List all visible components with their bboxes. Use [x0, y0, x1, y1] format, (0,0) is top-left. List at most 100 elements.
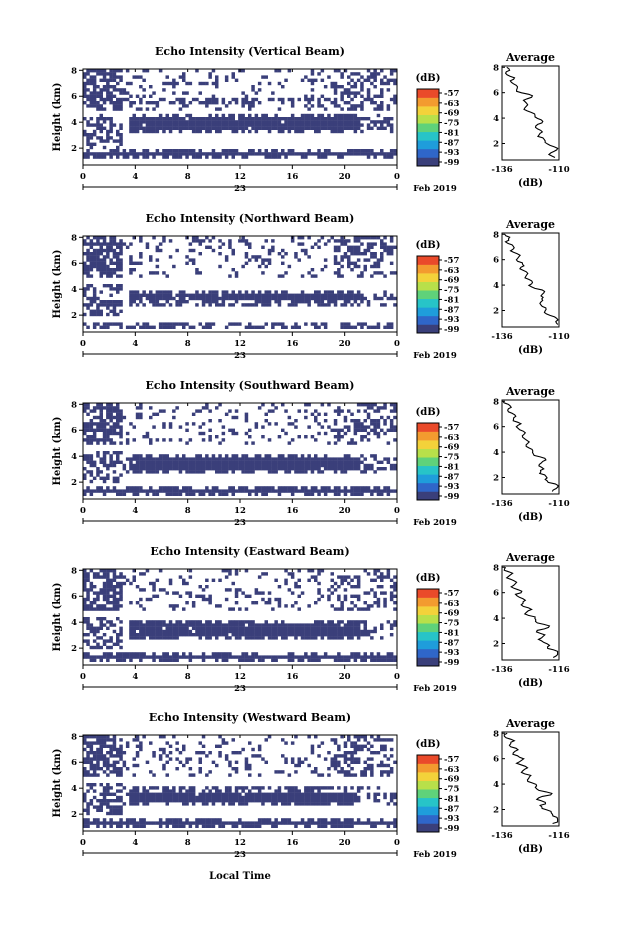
average-y-tick-label: 2 [493, 805, 499, 815]
colorbar-tick-label: -69 [444, 276, 459, 286]
colorbar-segment [417, 140, 439, 150]
panel-4: Echo Intensity (Eastward Beam) 0 4 8 12 16 20 0… [52, 545, 570, 694]
y-axis-label: Height (km) [52, 417, 63, 486]
colorbar-segment [417, 755, 439, 764]
average-x-tick-label: -136 [491, 332, 512, 342]
average-x-tick-label: -110 [548, 499, 569, 509]
average-x-tick-label: -136 [491, 165, 512, 175]
x-tick-label: 20 [339, 172, 351, 182]
colorbar-tick-label: -81 [444, 295, 459, 305]
colorbar-segment [417, 589, 439, 598]
average-title: Average [505, 551, 555, 564]
colorbar-tick-label: -69 [444, 775, 459, 785]
y-tick-label: 6 [71, 592, 77, 602]
x-tick-label: 0 [394, 838, 400, 848]
x-tick-label: 0 [80, 339, 86, 349]
y-axis-label: Height (km) [52, 749, 63, 818]
average-x-axis-label: (dB) [518, 345, 543, 356]
date-day-label: 23 [234, 351, 246, 361]
average-x-tick-label: -136 [491, 499, 512, 509]
colorbar-tick-label: -75 [444, 119, 459, 129]
average-title: Average [505, 218, 555, 231]
average-y-tick-label: 8 [493, 230, 499, 240]
x-tick-label: 16 [286, 672, 298, 682]
x-tick-label: 8 [185, 339, 191, 349]
colorbar-segment [417, 281, 439, 291]
average-x-axis-label: (dB) [518, 178, 543, 189]
panel-1: Echo Intensity (Vertical Beam) 0 4 8 12 16 20 0… [52, 45, 570, 194]
x-tick-label: 4 [132, 672, 138, 682]
panel-title: Echo Intensity (Eastward Beam) [150, 545, 349, 558]
average-y-tick-label: 4 [493, 448, 499, 458]
colorbar-tick-label: -57 [444, 755, 459, 765]
colorbar-unit: (dB) [416, 73, 441, 84]
colorbar-tick-label: -87 [444, 472, 459, 482]
colorbar-segment [417, 797, 439, 807]
colorbar-segment [417, 806, 439, 816]
colorbar-tick-label: -93 [444, 148, 459, 158]
y-tick-label: 4 [71, 618, 77, 628]
heatmap-cells [83, 569, 397, 662]
x-tick-label: 4 [132, 838, 138, 848]
average-x-axis-label: (dB) [518, 844, 543, 855]
panel-title: Echo Intensity (Southward Beam) [146, 379, 355, 392]
average-frame [501, 565, 560, 661]
average-x-tick-label: -116 [548, 665, 569, 675]
colorbar-tick-label: -63 [444, 266, 459, 276]
date-month-label: Feb 2019 [413, 684, 457, 694]
x-tick-label: 4 [132, 172, 138, 182]
average-frame [501, 65, 560, 161]
colorbar-tick-label: -87 [444, 138, 459, 148]
colorbar-segment [417, 789, 439, 799]
x-tick-label: 12 [234, 672, 246, 682]
average-x-axis-label: (dB) [518, 678, 543, 689]
colorbar-segment [417, 623, 439, 633]
y-tick-label: 2 [71, 644, 77, 654]
x-tick-label: 0 [80, 506, 86, 516]
colorbar-tick-label: -99 [444, 325, 459, 335]
date-day-label: 23 [234, 184, 246, 194]
x-tick-label: 16 [286, 506, 298, 516]
colorbar-segment [417, 106, 439, 115]
date-month-label: Feb 2019 [413, 518, 457, 528]
average-y-tick-label: 4 [493, 780, 499, 790]
colorbar-tick-label: -81 [444, 794, 459, 804]
average-y-tick-label: 6 [493, 89, 499, 99]
average-y-tick-label: 4 [493, 114, 499, 124]
colorbar-tick-label: -69 [444, 609, 459, 619]
colorbar-tick-label: -99 [444, 658, 459, 668]
colorbar-segment [417, 440, 439, 449]
average-y-tick-label: 8 [493, 729, 499, 739]
x-tick-label: 20 [339, 838, 351, 848]
x-tick-label: 0 [80, 172, 86, 182]
average-title: Average [505, 51, 555, 64]
x-tick-label: 0 [394, 506, 400, 516]
colorbar-unit: (dB) [416, 573, 441, 584]
colorbar-tick-label: -63 [444, 765, 459, 775]
panel-2: Echo Intensity (Northward Beam)0 4 8 12 16 20… [52, 212, 570, 361]
colorbar-segment [417, 448, 439, 458]
y-axis-label: Height (km) [52, 583, 63, 652]
colorbar-tick-label: -81 [444, 462, 459, 472]
y-tick-label: 2 [71, 144, 77, 154]
average-y-tick-label: 4 [493, 281, 499, 291]
colorbar-tick-label: -57 [444, 256, 459, 266]
average-y-tick-label: 8 [493, 397, 499, 407]
date-day-label: 23 [234, 518, 246, 528]
colorbar-tick-label: -75 [444, 453, 459, 463]
x-tick-label: 0 [80, 838, 86, 848]
average-frame [501, 731, 560, 827]
colorbar-segment [417, 763, 439, 773]
x-tick-label: 16 [286, 339, 298, 349]
colorbar-segment [417, 423, 439, 432]
panel-5: Echo Intensity (Westward Beam) 0 4 8 12 16 20 0… [52, 711, 570, 860]
x-tick-label: 20 [339, 672, 351, 682]
colorbar-tick-label: -99 [444, 492, 459, 502]
colorbar-tick-label: -57 [444, 423, 459, 433]
colorbar-segment [417, 823, 439, 833]
heatmap-cells [83, 403, 397, 496]
colorbar-tick-label: -63 [444, 99, 459, 109]
average-x-axis-label: (dB) [518, 512, 543, 523]
colorbar-segment [417, 97, 439, 107]
average-y-tick-label: 2 [493, 473, 499, 483]
